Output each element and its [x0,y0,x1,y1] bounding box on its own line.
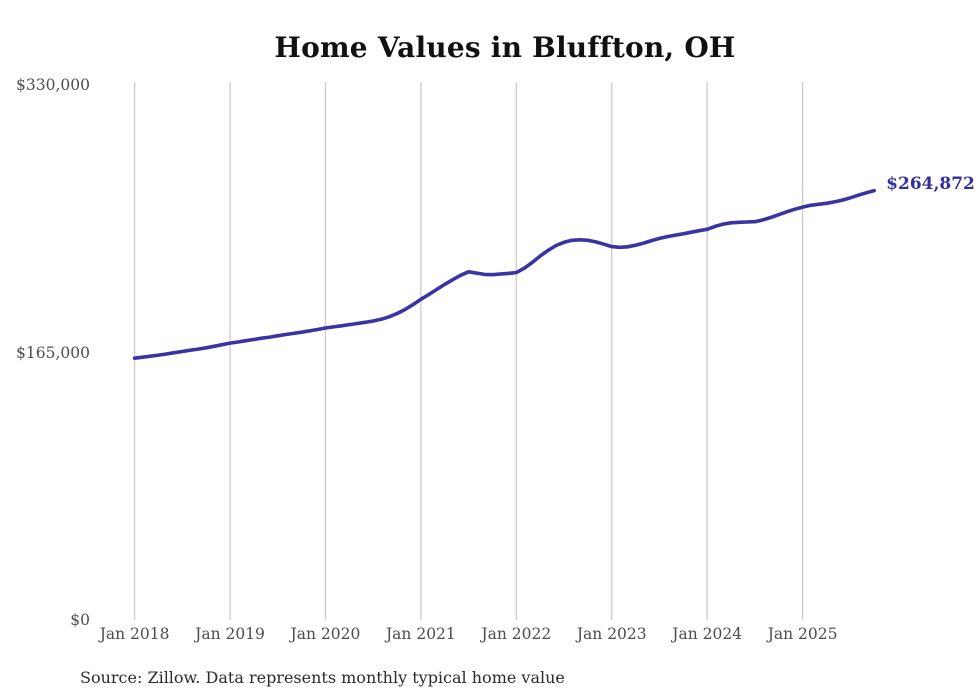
x-tick-label: Jan 2019 [195,625,265,643]
x-tick-label: Jan 2025 [767,625,838,643]
chart-title: Home Values in Bluffton, OH [274,31,736,64]
x-tick-label: Jan 2023 [576,625,647,643]
x-tick-label: Jan 2022 [481,625,552,643]
y-tick-label: $165,000 [16,343,90,362]
source-note: Source: Zillow. Data represents monthly … [80,668,565,687]
x-tick-label: Jan 2020 [290,625,361,643]
x-tick-label: Jan 2021 [385,625,456,643]
last-value-label: $264,872 [886,173,975,194]
x-tick-label: Jan 2024 [672,625,743,643]
y-tick-label: $330,000 [16,76,90,94]
home-value-line [132,188,877,361]
y-tick-label: $0 [70,611,90,629]
x-tick-label: Jan 2018 [99,625,170,643]
